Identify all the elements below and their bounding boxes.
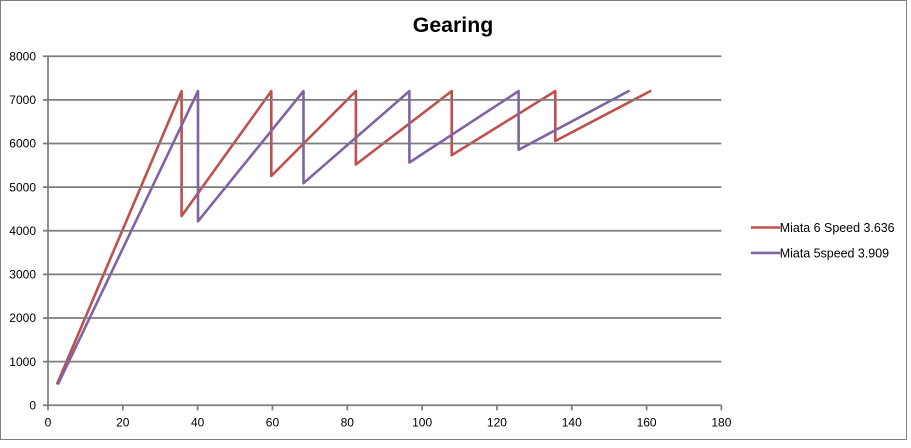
- svg-text:7000: 7000: [9, 93, 36, 107]
- svg-text:100: 100: [412, 416, 432, 430]
- svg-text:3000: 3000: [9, 268, 36, 282]
- svg-text:4000: 4000: [9, 224, 36, 238]
- svg-text:5000: 5000: [9, 180, 36, 194]
- svg-text:20: 20: [116, 416, 130, 430]
- svg-text:Miata 5speed 3.909: Miata 5speed 3.909: [780, 246, 889, 260]
- svg-text:0: 0: [45, 416, 52, 430]
- svg-text:160: 160: [637, 416, 657, 430]
- svg-text:Miata 6 Speed 3.636: Miata 6 Speed 3.636: [780, 221, 895, 235]
- svg-text:8000: 8000: [9, 49, 36, 63]
- svg-text:60: 60: [266, 416, 280, 430]
- svg-text:80: 80: [341, 416, 355, 430]
- svg-text:2000: 2000: [9, 311, 36, 325]
- svg-text:Gearing: Gearing: [413, 13, 493, 37]
- svg-text:180: 180: [711, 416, 731, 430]
- svg-text:120: 120: [487, 416, 507, 430]
- svg-text:140: 140: [562, 416, 582, 430]
- svg-text:6000: 6000: [9, 137, 36, 151]
- svg-text:1000: 1000: [9, 355, 36, 369]
- svg-text:0: 0: [29, 398, 36, 412]
- svg-text:40: 40: [191, 416, 205, 430]
